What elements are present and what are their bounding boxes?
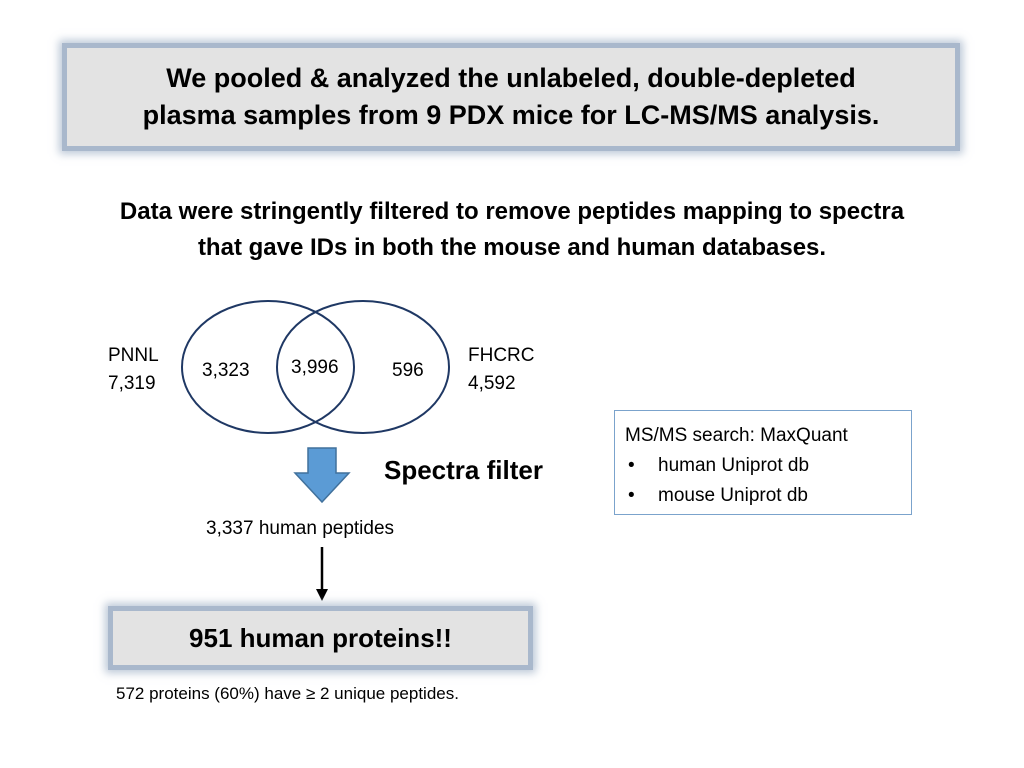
spectra-filter-label: Spectra filter [384, 455, 543, 485]
subtitle-line-1: Data were stringently filtered to remove… [119, 198, 905, 225]
venn-circle-left [181, 300, 355, 434]
left-set-name: PNNL [108, 345, 159, 366]
title-line-1: We pooled & analyzed the unlabeled, doub… [166, 63, 856, 94]
venn-right-only-count: 596 [392, 360, 424, 381]
peptides-label: 3,337 human peptides [206, 518, 395, 539]
title-line-2: plasma samples from 9 PDX mice for LC-MS… [142, 100, 880, 130]
venn-left-only-count: 3,323 [202, 360, 250, 381]
search-settings-box: MS/MS search: MaxQuant human Uniprot db … [614, 410, 912, 515]
left-set-total: 7,319 [108, 372, 156, 394]
down-arrow-icon [293, 447, 351, 504]
search-db-item: mouse Uniprot db [625, 481, 911, 511]
right-set-total: 4,592 [468, 372, 516, 394]
arrow-down-icon [316, 547, 328, 601]
title-box: We pooled & analyzed the unlabeled, doub… [62, 43, 960, 151]
right-set-label: FHCRC 4,592 [468, 342, 535, 397]
venn-circle-right [276, 300, 450, 434]
venn-overlap-count: 3,996 [291, 357, 339, 378]
footnote: 572 proteins (60%) have ≥ 2 unique pepti… [116, 684, 459, 703]
right-set-name: FHCRC [468, 345, 535, 366]
subtitle: Data were stringently filtered to remove… [40, 194, 984, 266]
left-set-label: PNNL 7,319 [108, 342, 159, 397]
result-label: 951 human proteins!! [189, 622, 452, 653]
result-box: 951 human proteins!! [108, 606, 533, 670]
venn-diagram [181, 300, 450, 434]
search-db-item: human Uniprot db [625, 451, 911, 481]
subtitle-line-2: that gave IDs in both the mouse and huma… [197, 234, 827, 261]
search-db-list: human Uniprot db mouse Uniprot db [625, 451, 911, 511]
search-heading: MS/MS search: MaxQuant [625, 425, 848, 446]
